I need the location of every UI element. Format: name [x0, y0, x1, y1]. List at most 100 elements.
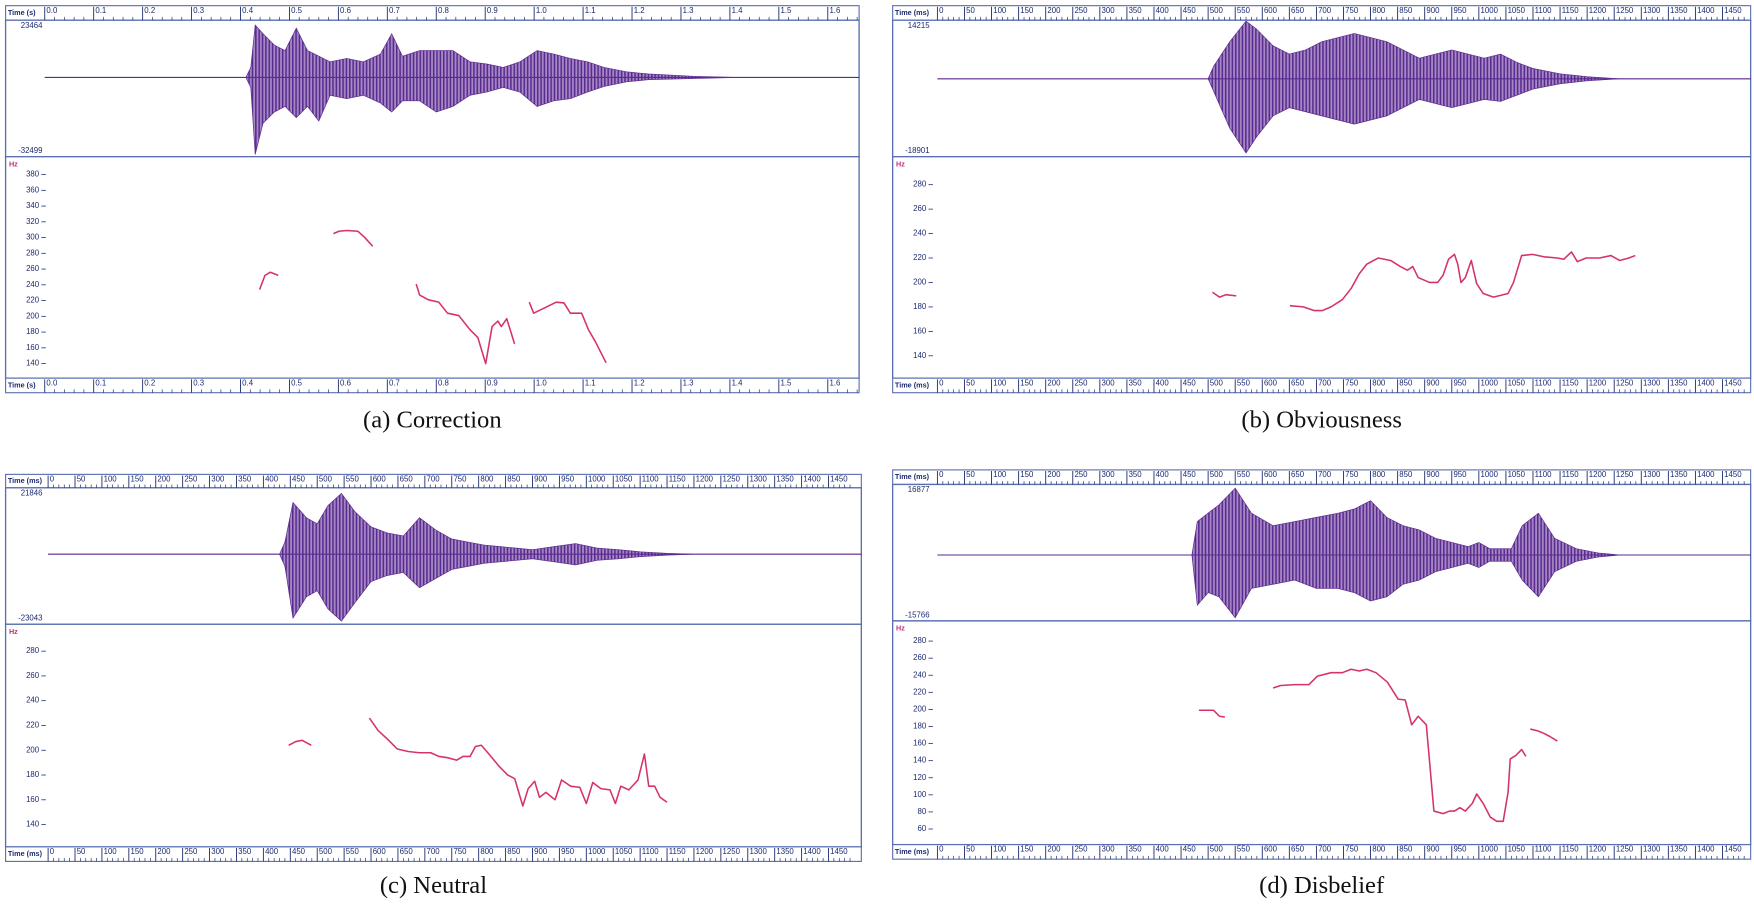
x-tick-label: 1250: [1616, 845, 1634, 854]
x-tick-label: 1050: [1508, 470, 1526, 479]
pitch-axis-label: Hz: [9, 627, 18, 636]
x-tick-label: 500: [1210, 6, 1224, 15]
time-axis-label: Time (ms): [895, 380, 930, 389]
x-tick-label: 1100: [1535, 845, 1552, 854]
y-tick-label: 220: [913, 687, 927, 696]
x-tick-label: 1.1: [585, 6, 596, 15]
x-tick-label: 1400: [803, 474, 821, 483]
x-tick-label: 700: [1318, 845, 1332, 854]
x-tick-label: 1.2: [634, 6, 645, 15]
x-tick-label: 450: [292, 474, 306, 483]
y-tick-label: 120: [913, 773, 927, 782]
time-axis-label: Time (ms): [8, 849, 43, 858]
pitch-axis-label: Hz: [896, 159, 905, 168]
x-tick-label: 1050: [1508, 845, 1526, 854]
x-tick-label: 500: [319, 474, 333, 483]
y-tick-label: 300: [26, 233, 40, 242]
x-tick-label: 500: [1210, 378, 1224, 387]
x-tick-label: 1000: [1481, 470, 1499, 479]
time-ruler: [5, 377, 860, 394]
pitch-panel: [4, 156, 860, 379]
y-tick-label: 180: [913, 722, 927, 731]
pitch-contour: [1198, 668, 1558, 823]
x-tick-label: 300: [211, 474, 225, 483]
x-tick-label: 600: [1264, 845, 1278, 854]
x-tick-label: 1450: [1724, 845, 1742, 854]
x-tick-label: 1100: [1535, 470, 1552, 479]
y-tick-label: 60: [918, 824, 927, 833]
x-tick-label: 650: [1291, 6, 1305, 15]
x-tick-label: 1350: [1670, 470, 1688, 479]
x-tick-label: 1300: [1643, 6, 1661, 15]
x-tick-label: 500: [319, 847, 333, 856]
y-tick-label: 380: [26, 170, 40, 179]
y-tick-label: 360: [26, 185, 40, 194]
y-tick-label: 140: [913, 756, 927, 765]
pitch-axis-label: Hz: [9, 159, 18, 168]
x-tick-label: 0.2: [144, 6, 155, 15]
pitch-contour: [1212, 251, 1636, 312]
x-tick-label: 800: [1372, 845, 1386, 854]
x-tick-label: 1300: [1643, 845, 1661, 854]
x-tick-label: 400: [1156, 378, 1170, 387]
waveform: [937, 20, 1751, 154]
x-tick-label: 650: [400, 474, 414, 483]
x-tick-label: 1400: [1697, 6, 1715, 15]
x-tick-label: 1250: [723, 847, 741, 856]
x-tick-label: 700: [427, 847, 441, 856]
x-tick-label: 400: [1156, 470, 1170, 479]
x-tick-label: 200: [1047, 470, 1061, 479]
x-tick-label: 1150: [1562, 6, 1579, 15]
x-tick-label: 900: [534, 847, 548, 856]
x-tick-label: 1050: [1508, 6, 1526, 15]
x-tick-label: 350: [238, 847, 252, 856]
amplitude-label: 21846: [21, 488, 43, 497]
time-axis-label: Time (s): [8, 380, 36, 389]
x-tick-label: 0.1: [95, 378, 106, 387]
x-tick-label: 700: [1318, 378, 1332, 387]
x-tick-label: 1450: [1724, 470, 1742, 479]
x-tick-label: 550: [1237, 378, 1251, 387]
x-tick-label: 150: [1020, 378, 1034, 387]
y-tick-label: 220: [913, 253, 927, 262]
x-tick-label: 650: [1291, 845, 1305, 854]
x-tick-label: 1200: [1589, 378, 1607, 387]
x-tick-label: 300: [1102, 6, 1116, 15]
x-tick-label: 1250: [723, 474, 741, 483]
x-tick-label: 50: [966, 470, 975, 479]
amplitude-label: -32499: [18, 146, 42, 155]
x-tick-label: 0.5: [291, 378, 303, 387]
x-tick-label: 0: [50, 474, 55, 483]
x-tick-label: 0: [939, 845, 944, 854]
x-tick-label: 550: [346, 847, 360, 856]
x-tick-label: 0.6: [340, 6, 352, 15]
time-axis-label: Time (ms): [895, 847, 930, 856]
x-tick-label: 250: [1074, 378, 1088, 387]
x-tick-label: 50: [966, 6, 975, 15]
y-tick-label: 140: [26, 820, 40, 829]
y-tick-label: 220: [26, 721, 40, 730]
y-tick-label: 200: [913, 704, 927, 713]
x-tick-label: 1200: [1589, 845, 1607, 854]
x-tick-label: 1000: [1481, 378, 1499, 387]
x-tick-label: 850: [1399, 6, 1413, 15]
waveform: [44, 24, 860, 155]
x-tick-label: 750: [1345, 845, 1359, 854]
y-tick-label: 160: [913, 326, 927, 335]
pitch-contour: [288, 717, 668, 807]
y-tick-label: 200: [26, 745, 40, 754]
pitch-panel: [891, 620, 1752, 846]
x-tick-label: 900: [1426, 845, 1440, 854]
x-tick-label: 1000: [1481, 6, 1499, 15]
time-axis-label: Time (s): [8, 8, 36, 17]
pitch-panel: [4, 623, 863, 848]
x-tick-label: 1050: [615, 847, 633, 856]
x-tick-label: 800: [480, 474, 494, 483]
x-tick-label: 700: [1318, 470, 1332, 479]
x-tick-label: 0.4: [242, 378, 254, 387]
x-tick-label: 950: [1453, 6, 1467, 15]
x-tick-label: 1.0: [536, 378, 548, 387]
x-tick-label: 0.5: [291, 6, 303, 15]
x-tick-label: 0: [939, 6, 944, 15]
